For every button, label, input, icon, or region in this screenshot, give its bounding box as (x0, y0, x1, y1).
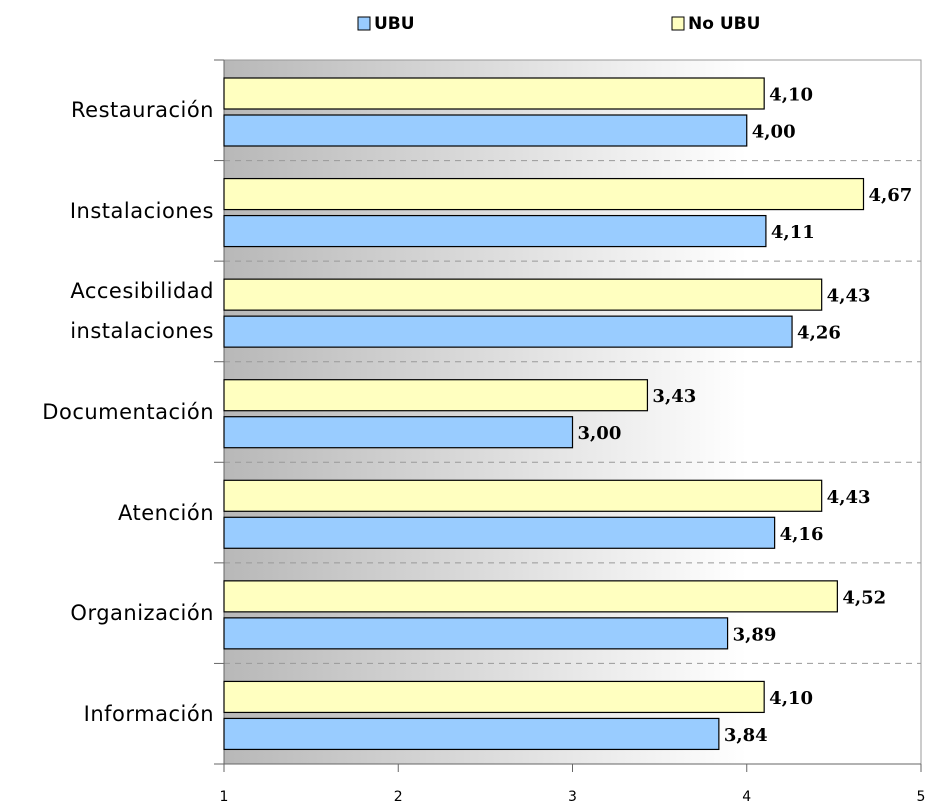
bar (223, 680, 765, 714)
y-tick-label: Información (83, 701, 214, 726)
value-label: 3,84 (724, 725, 768, 746)
value-label: 3,00 (578, 423, 622, 444)
value-label: 4,16 (780, 524, 824, 545)
bar (223, 516, 776, 549)
x-tick-label: 1 (220, 789, 229, 805)
bar (223, 315, 793, 348)
bar (223, 177, 865, 211)
value-label: 4,43 (827, 487, 871, 508)
bar (223, 717, 720, 751)
bar (223, 77, 765, 110)
value-label: 4,43 (827, 286, 871, 307)
value-label: 4,26 (797, 323, 841, 344)
bar (223, 617, 729, 650)
value-label: 4,00 (752, 122, 796, 143)
y-tick-label: Accesibilidad instalaciones (70, 279, 214, 344)
value-label: 4,10 (769, 85, 813, 106)
y-tick-label: Atención (118, 500, 214, 525)
y-tick-label: Instalaciones (69, 198, 214, 223)
bar (223, 580, 838, 613)
bar (223, 278, 823, 311)
value-label: 4,10 (769, 688, 813, 709)
x-tick-label: 2 (394, 789, 403, 805)
x-tick-label: 5 (917, 789, 926, 805)
legend-swatch (671, 16, 685, 31)
bar (223, 416, 574, 449)
value-label: 4,52 (842, 587, 886, 608)
y-tick-label: Restauración (71, 98, 214, 123)
bar (223, 379, 649, 412)
value-label: 4,67 (868, 185, 912, 206)
legend-label: UBU (374, 14, 415, 34)
plot-area (223, 59, 922, 765)
value-label: 4,11 (771, 222, 815, 243)
bar (223, 114, 748, 147)
y-tick-label: Documentación (42, 399, 214, 424)
value-label: 3,43 (652, 386, 696, 407)
bar (223, 479, 823, 512)
value-label: 3,89 (733, 624, 777, 645)
bar (223, 214, 767, 248)
y-tick-label: Organización (70, 601, 214, 626)
x-tick-label: 3 (568, 789, 577, 805)
x-tick-label: 4 (742, 789, 751, 805)
legend-label: No UBU (688, 14, 760, 34)
legend-swatch (357, 16, 371, 31)
